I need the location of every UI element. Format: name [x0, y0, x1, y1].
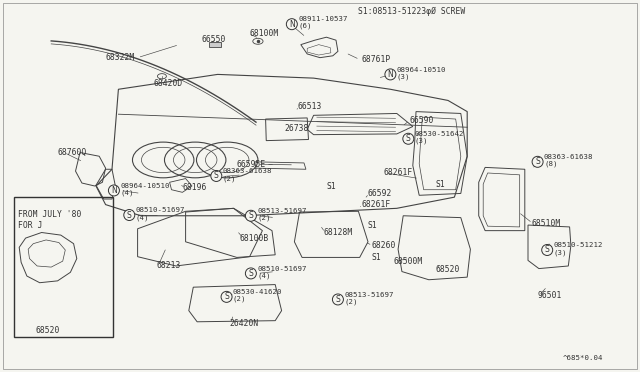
- FancyBboxPatch shape: [209, 42, 221, 47]
- Text: 08964-10510
(3): 08964-10510 (3): [397, 67, 446, 80]
- Text: 66550: 66550: [202, 35, 226, 44]
- Text: S: S: [214, 171, 219, 180]
- Text: S: S: [248, 211, 253, 220]
- Text: 68128M: 68128M: [323, 228, 353, 237]
- Text: 68322M: 68322M: [106, 53, 135, 62]
- Text: 68420D: 68420D: [154, 79, 183, 88]
- Text: N: N: [111, 186, 116, 195]
- Text: 68760Q: 68760Q: [58, 148, 87, 157]
- Text: 08363-61638
(2): 08363-61638 (2): [223, 168, 272, 182]
- Text: S1: S1: [371, 253, 381, 262]
- Text: 08510-51212
(3): 08510-51212 (3): [554, 243, 603, 256]
- Text: 66595E: 66595E: [237, 160, 266, 169]
- Text: 26420N: 26420N: [229, 319, 259, 328]
- Text: S: S: [406, 134, 411, 143]
- Text: 68196: 68196: [182, 183, 207, 192]
- Text: 08530-41620
(2): 08530-41620 (2): [233, 289, 282, 302]
- Text: 68520: 68520: [36, 326, 60, 335]
- Text: 68213: 68213: [157, 262, 181, 270]
- Text: 96501: 96501: [538, 291, 562, 300]
- Text: S: S: [535, 157, 540, 166]
- Text: 26738: 26738: [285, 124, 309, 133]
- Text: S1: S1: [326, 182, 336, 190]
- Text: S: S: [545, 246, 550, 254]
- Text: 68261F: 68261F: [384, 169, 413, 177]
- Text: S: S: [335, 295, 340, 304]
- Text: 68261F: 68261F: [362, 200, 391, 209]
- Text: 68500M: 68500M: [394, 257, 423, 266]
- Text: 66590: 66590: [410, 116, 434, 125]
- Text: 68100B: 68100B: [240, 234, 269, 243]
- Text: ^685*0.04: ^685*0.04: [563, 355, 604, 361]
- Text: S: S: [127, 211, 132, 219]
- Text: 68100M: 68100M: [250, 29, 279, 38]
- Text: 08964-10510
(4): 08964-10510 (4): [120, 183, 170, 196]
- Text: 68260: 68260: [371, 241, 396, 250]
- Text: N: N: [388, 70, 393, 79]
- Text: S1: S1: [368, 221, 378, 230]
- Text: S: S: [248, 269, 253, 278]
- Text: 08513-51697
(2): 08513-51697 (2): [344, 292, 394, 305]
- Text: FROM JULY '80
FOR J: FROM JULY '80 FOR J: [18, 210, 81, 230]
- Text: N: N: [289, 20, 294, 29]
- Text: 66513: 66513: [298, 102, 322, 110]
- Text: 08513-51697
(2): 08513-51697 (2): [257, 208, 307, 221]
- Text: S1: S1: [435, 180, 445, 189]
- Text: 08510-51697
(4): 08510-51697 (4): [257, 266, 307, 279]
- Text: 68510M: 68510M: [531, 219, 561, 228]
- Text: 08363-61638
(8): 08363-61638 (8): [544, 154, 593, 167]
- Text: 08911-10537
(6): 08911-10537 (6): [298, 16, 348, 29]
- Text: S: S: [224, 292, 229, 301]
- Text: 08530-51642
(3): 08530-51642 (3): [415, 131, 464, 144]
- Text: S1:08513-51223φØ SCREW: S1:08513-51223φØ SCREW: [358, 7, 466, 16]
- Text: 68520: 68520: [435, 265, 460, 274]
- Text: 08510-51697
(4): 08510-51697 (4): [136, 207, 185, 221]
- Text: 66592: 66592: [368, 189, 392, 198]
- Text: 68761P: 68761P: [362, 55, 391, 64]
